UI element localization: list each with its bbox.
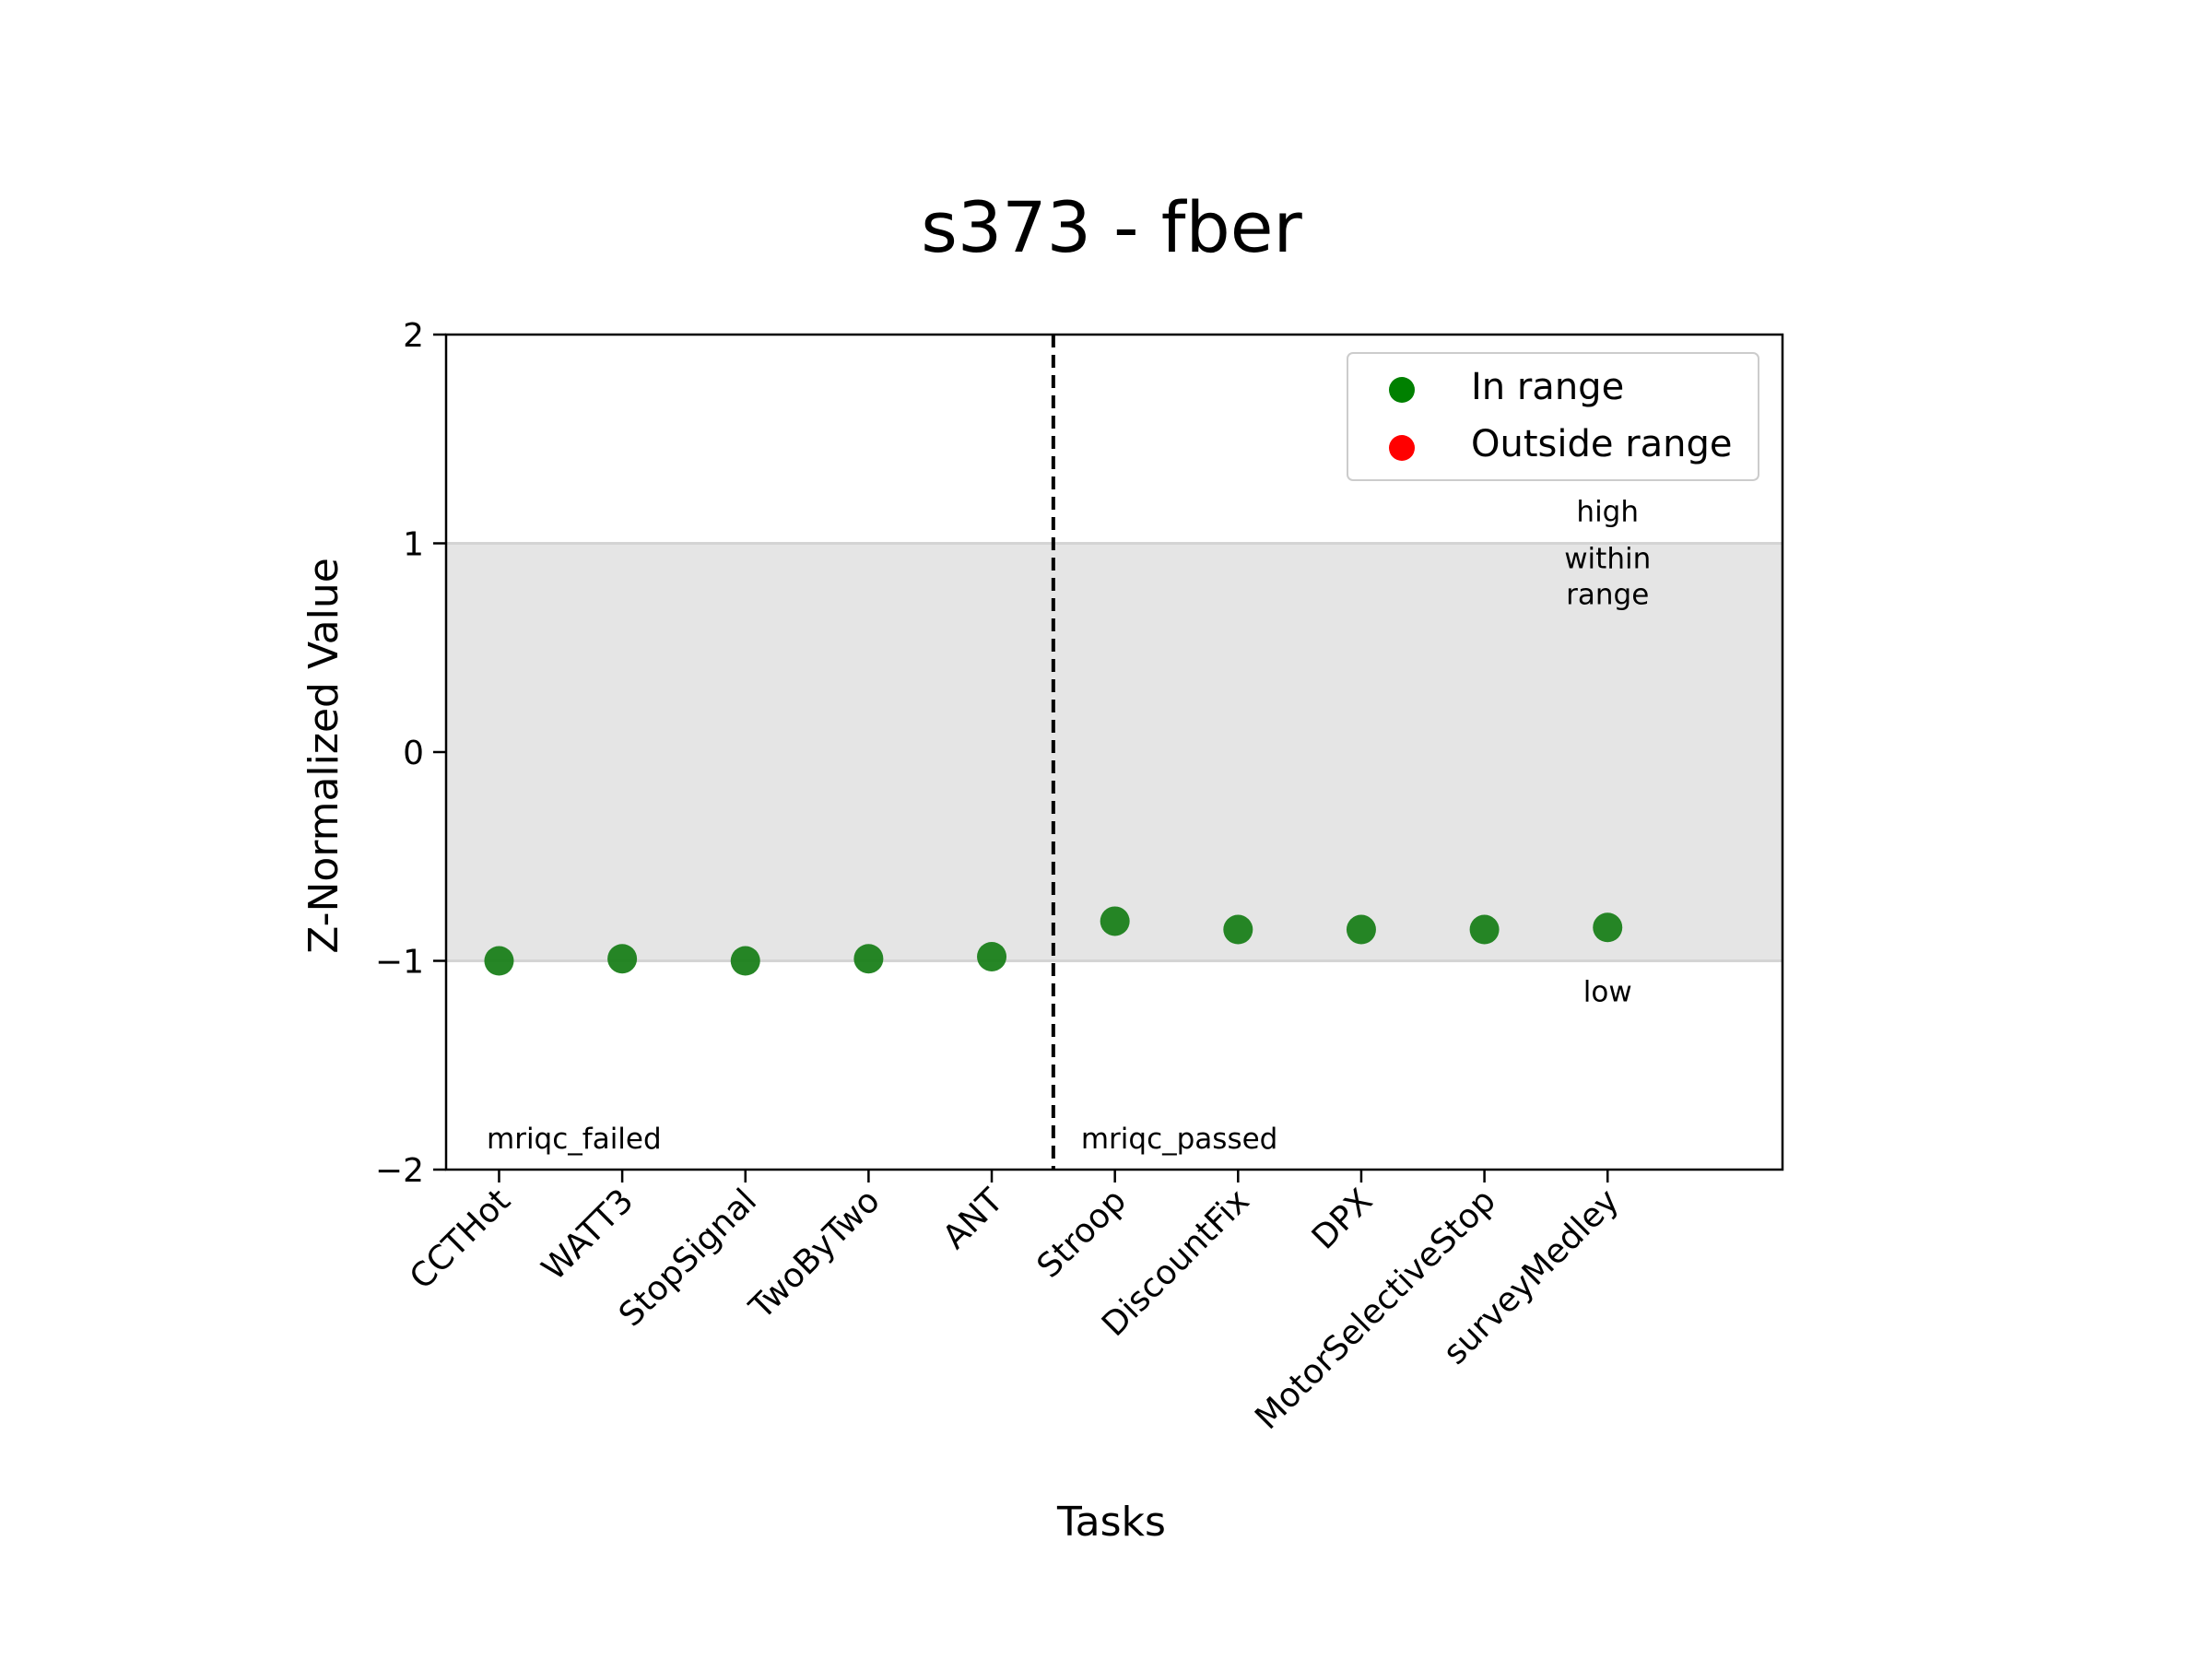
group-label-mriqc-failed: mriqc_failed	[487, 1123, 662, 1156]
chart-title: s373 - fber	[921, 186, 1302, 268]
data-point-watt3	[607, 944, 638, 974]
y-tick-label: 1	[403, 526, 424, 564]
band-label-low: low	[1583, 976, 1632, 1009]
legend: In range Outside range	[1347, 352, 1759, 481]
y-tick-label: −1	[375, 944, 424, 982]
legend-in-range-marker	[1389, 377, 1415, 403]
data-point-motorselectivestop	[1469, 914, 1500, 945]
band-label-high: high	[1576, 496, 1639, 529]
plot-area: mriqc_failed mriqc_passed high within ra…	[444, 333, 1784, 1171]
data-point-discountfix	[1223, 914, 1253, 945]
y-tick-label: 2	[403, 317, 424, 355]
y-axis: 2 1 0 −1 −2	[375, 317, 446, 1190]
data-point-ant	[977, 941, 1007, 971]
legend-outside-range-marker	[1389, 435, 1415, 461]
reference-band	[446, 543, 1783, 961]
y-axis-label: Z-Normalized Value	[300, 558, 347, 954]
y-tick-label: −2	[375, 1152, 424, 1190]
data-point-stroop	[1100, 906, 1130, 936]
data-point-surveymedley	[1593, 912, 1623, 943]
legend-in-range-label: In range	[1471, 366, 1624, 408]
data-point-ccthot	[484, 946, 514, 976]
legend-frame	[1347, 352, 1759, 481]
data-point-dpx	[1346, 914, 1376, 945]
data-point-stopsignal	[730, 946, 760, 976]
x-axis-label: Tasks	[1056, 1499, 1166, 1546]
legend-outside-range-label: Outside range	[1471, 423, 1733, 465]
band-label-within-line2: range	[1566, 579, 1649, 612]
data-point-twobytwo	[853, 944, 884, 974]
group-label-mriqc-passed: mriqc_passed	[1081, 1123, 1278, 1156]
y-tick-label: 0	[403, 735, 424, 772]
markers	[484, 906, 1623, 976]
band-label-within-line1: within	[1564, 543, 1651, 576]
